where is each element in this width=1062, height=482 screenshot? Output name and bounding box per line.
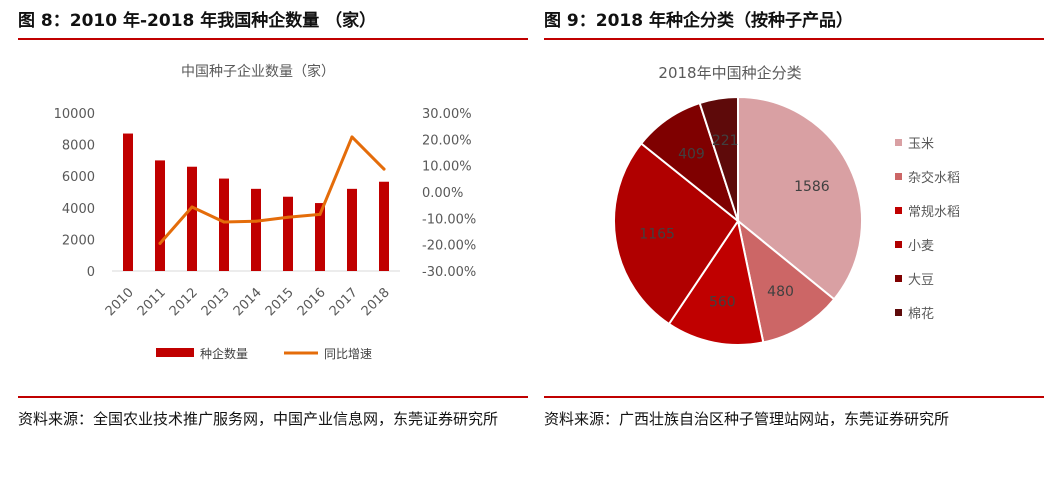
- y-right-tick-label: 30.00%: [422, 107, 472, 122]
- pie-value-label: 480: [767, 284, 794, 300]
- legend-bar-label: 种企数量: [200, 346, 248, 361]
- pie-slice-棉花: [698, 95, 739, 222]
- legend-swatch: [895, 139, 902, 146]
- figure-8-title: 图 8：2010 年-2018 年我国种企数量 （家）: [18, 11, 377, 31]
- y-right-tick-label: 0.00%: [422, 186, 463, 201]
- x-tick-label: 2016: [295, 285, 329, 319]
- legend-swatch: [895, 173, 902, 180]
- top-rule: [544, 38, 1044, 40]
- growth-point-2017: [350, 135, 354, 139]
- legend-label: 小麦: [908, 239, 934, 254]
- x-tick-label: 2015: [263, 285, 297, 319]
- bar-2012: [187, 166, 197, 271]
- legend-swatch: [895, 241, 902, 248]
- bottom-rule: [18, 396, 528, 398]
- x-tick-label: 2011: [135, 285, 169, 319]
- legend-label: 大豆: [908, 273, 934, 288]
- legend-swatch: [895, 207, 902, 214]
- legend-label: 玉米: [908, 137, 934, 152]
- x-tick-label: 2017: [327, 285, 361, 319]
- y-left-tick-label: 10000: [54, 107, 95, 122]
- bar-2010: [123, 133, 133, 271]
- pie-slice-小麦: [613, 142, 740, 326]
- y-left-tick-label: 4000: [62, 202, 95, 217]
- y-right-tick-label: -30.00%: [422, 265, 476, 280]
- growth-point-2013: [222, 220, 226, 224]
- y-left-tick-label: 0: [87, 265, 95, 280]
- combo-chart: 中国种子企业数量（家） 0 2000 4000 6000 8000 10000 -30.00%…: [54, 63, 477, 361]
- pie-title: 2018年中国种企分类: [658, 64, 801, 82]
- figure-8-source: 资料来源：全国农业技术推广服务网，中国产业信息网，东莞证券研究所: [18, 410, 499, 428]
- bar-2016: [315, 203, 325, 271]
- bar-2015: [283, 196, 293, 271]
- growth-rate-line: [158, 135, 386, 245]
- bar-2013: [219, 178, 229, 271]
- legend-swatch: [895, 275, 902, 282]
- growth-point-2018: [382, 167, 386, 171]
- growth-point-2016: [318, 212, 322, 216]
- growth-point-2011: [158, 241, 162, 245]
- bar-2014: [251, 188, 261, 271]
- y-right-tick-label: -20.00%: [422, 239, 476, 254]
- x-tick-label: 2018: [359, 285, 393, 319]
- y-right-tick-label: 20.00%: [422, 133, 472, 148]
- pie-value-label: 221: [712, 133, 739, 149]
- pie-value-label: 1586: [794, 179, 830, 195]
- legend-swatch: [895, 309, 902, 316]
- legend-line-label: 同比增速: [324, 347, 372, 361]
- legend-label: 棉花: [908, 306, 934, 322]
- bar-2018: [379, 181, 389, 271]
- y-right-tick-label: -10.00%: [422, 212, 476, 227]
- figure-9-title: 图 9：2018 年种企分类（按种子产品）: [544, 11, 853, 31]
- x-tick-label: 2013: [199, 285, 233, 319]
- bar-2011: [155, 160, 165, 271]
- pie-value-label: 1165: [639, 226, 675, 242]
- pie-slice-常规水稻: [667, 218, 765, 346]
- y-left-tick-label: 6000: [62, 170, 95, 185]
- pie-value-label: 409: [678, 147, 705, 163]
- legend-label: 杂交水稻: [908, 170, 960, 186]
- x-tick-label: 2014: [231, 285, 265, 319]
- y-left-tick-label: 2000: [62, 233, 95, 248]
- bar-2017: [347, 188, 357, 271]
- pie-chart: 2018年中国种企分类 1586 480 560 1165 409 221 玉米杂交水稻常规水…: [613, 64, 960, 346]
- growth-point-2014: [254, 219, 258, 223]
- x-tick-label: 2012: [167, 285, 201, 319]
- figure-9-panel: 图 9：2018 年种企分类（按种子产品） 2018年中国种企分类 1586 480…: [540, 0, 1062, 482]
- pie-slice-玉米: [737, 95, 863, 301]
- growth-point-2012: [190, 205, 194, 209]
- pie-value-label: 560: [709, 294, 736, 310]
- bottom-rule: [544, 396, 1044, 398]
- y-right-tick-label: 10.00%: [422, 160, 472, 175]
- legend-bar-swatch: [156, 348, 194, 357]
- y-left-tick-label: 8000: [62, 139, 95, 154]
- x-tick-label: 2010: [103, 285, 137, 319]
- legend-label: 常规水稻: [908, 205, 960, 220]
- figure-8-panel: 图 8：2010 年-2018 年我国种企数量 （家） 中国种子企业数量（家） 0…: [18, 11, 528, 428]
- chart-title: 中国种子企业数量（家）: [181, 63, 335, 80]
- figure-9-source: 资料来源：广西壮族自治区种子管理站网站，东莞证券研究所: [544, 410, 950, 428]
- growth-point-2015: [286, 215, 290, 219]
- top-rule: [18, 38, 528, 40]
- pie-slice-杂交水稻: [736, 218, 836, 344]
